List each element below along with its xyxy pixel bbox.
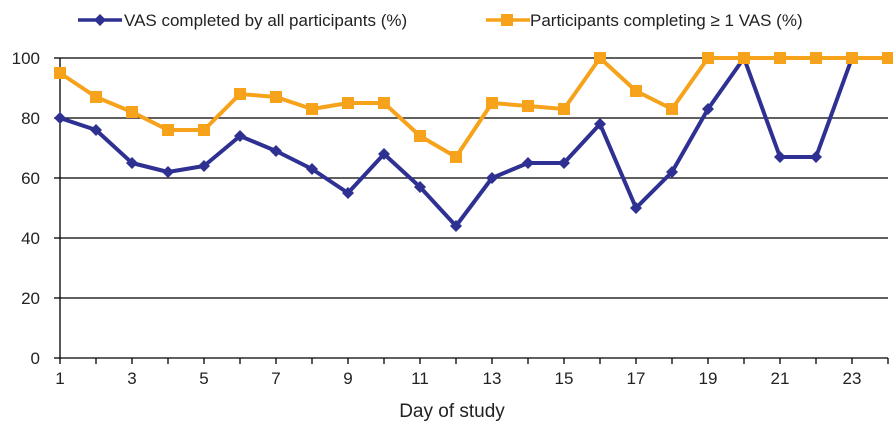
- axes: [54, 57, 889, 364]
- legend-label-vas-completed: VAS completed by all participants (%): [124, 11, 407, 30]
- y-tick-label: 40: [21, 229, 40, 248]
- data-point: [54, 112, 66, 124]
- data-point: [846, 52, 858, 64]
- series-participants-completing: [54, 52, 893, 163]
- data-point: [522, 157, 534, 169]
- data-point: [774, 52, 786, 64]
- x-tick-label: 3: [127, 369, 136, 388]
- gridlines: [60, 57, 888, 299]
- legend-marker-vas-completed: [94, 14, 106, 26]
- x-tick-label: 9: [343, 369, 352, 388]
- data-point: [90, 91, 102, 103]
- data-point: [234, 88, 246, 100]
- data-point: [198, 124, 210, 136]
- x-tick-label: 5: [199, 369, 208, 388]
- data-point: [54, 67, 66, 79]
- data-point: [162, 124, 174, 136]
- series-group: [54, 52, 893, 232]
- x-tick-label: 19: [699, 369, 718, 388]
- x-tick-label: 13: [483, 369, 502, 388]
- data-point: [882, 52, 893, 64]
- data-point: [198, 160, 210, 172]
- data-point: [522, 100, 534, 112]
- series-vas-completed: [54, 52, 893, 232]
- data-point: [342, 97, 354, 109]
- y-tick-label: 100: [12, 49, 40, 68]
- data-point: [558, 103, 570, 115]
- data-point: [666, 166, 678, 178]
- x-axis-title: Day of study: [399, 401, 505, 422]
- data-point: [306, 103, 318, 115]
- data-point: [486, 97, 498, 109]
- data-point: [450, 151, 462, 163]
- data-point: [270, 145, 282, 157]
- legend-item-vas-completed: VAS completed by all participants (%): [78, 11, 407, 30]
- data-point: [594, 52, 606, 64]
- x-tick-label: 7: [271, 369, 280, 388]
- data-point: [414, 181, 426, 193]
- data-point: [486, 172, 498, 184]
- data-point: [558, 157, 570, 169]
- legend-marker-participants-completing: [501, 14, 513, 26]
- data-point: [378, 97, 390, 109]
- data-point: [810, 52, 822, 64]
- data-point: [234, 130, 246, 142]
- y-tick-label: 80: [21, 109, 40, 128]
- data-point: [306, 163, 318, 175]
- data-point: [270, 91, 282, 103]
- x-tick-label: 15: [555, 369, 574, 388]
- data-point: [666, 103, 678, 115]
- legend-label-participants-completing: Participants completing ≥ 1 VAS (%): [530, 11, 803, 30]
- x-tick-label: 23: [843, 369, 862, 388]
- data-point: [126, 106, 138, 118]
- data-point: [162, 166, 174, 178]
- data-point: [810, 151, 822, 163]
- data-point: [378, 148, 390, 160]
- data-point: [342, 187, 354, 199]
- data-point: [126, 157, 138, 169]
- y-tick-label: 60: [21, 169, 40, 188]
- data-point: [774, 151, 786, 163]
- legend: VAS completed by all participants (%) Pa…: [78, 11, 803, 30]
- data-point: [90, 124, 102, 136]
- x-tick-label: 21: [771, 369, 790, 388]
- x-tick-label: 1: [55, 369, 64, 388]
- data-point: [738, 52, 750, 64]
- y-tick-label: 20: [21, 289, 40, 308]
- data-point: [594, 118, 606, 130]
- series-line: [59, 56, 888, 228]
- x-tick-label: 11: [411, 369, 429, 388]
- x-tick-labels: 1 3 5 7 9 11 13 15 17 19 21 23: [55, 369, 861, 388]
- data-point: [414, 130, 426, 142]
- data-point: [630, 85, 642, 97]
- y-tick-label: 0: [31, 349, 40, 368]
- legend-item-participants-completing: Participants completing ≥ 1 VAS (%): [486, 11, 803, 30]
- data-point: [630, 202, 642, 214]
- x-tick-label: 17: [627, 369, 646, 388]
- data-point: [702, 103, 714, 115]
- data-point: [450, 220, 462, 232]
- data-point: [702, 52, 714, 64]
- y-tick-labels: 0 20 40 60 80 100: [12, 49, 40, 368]
